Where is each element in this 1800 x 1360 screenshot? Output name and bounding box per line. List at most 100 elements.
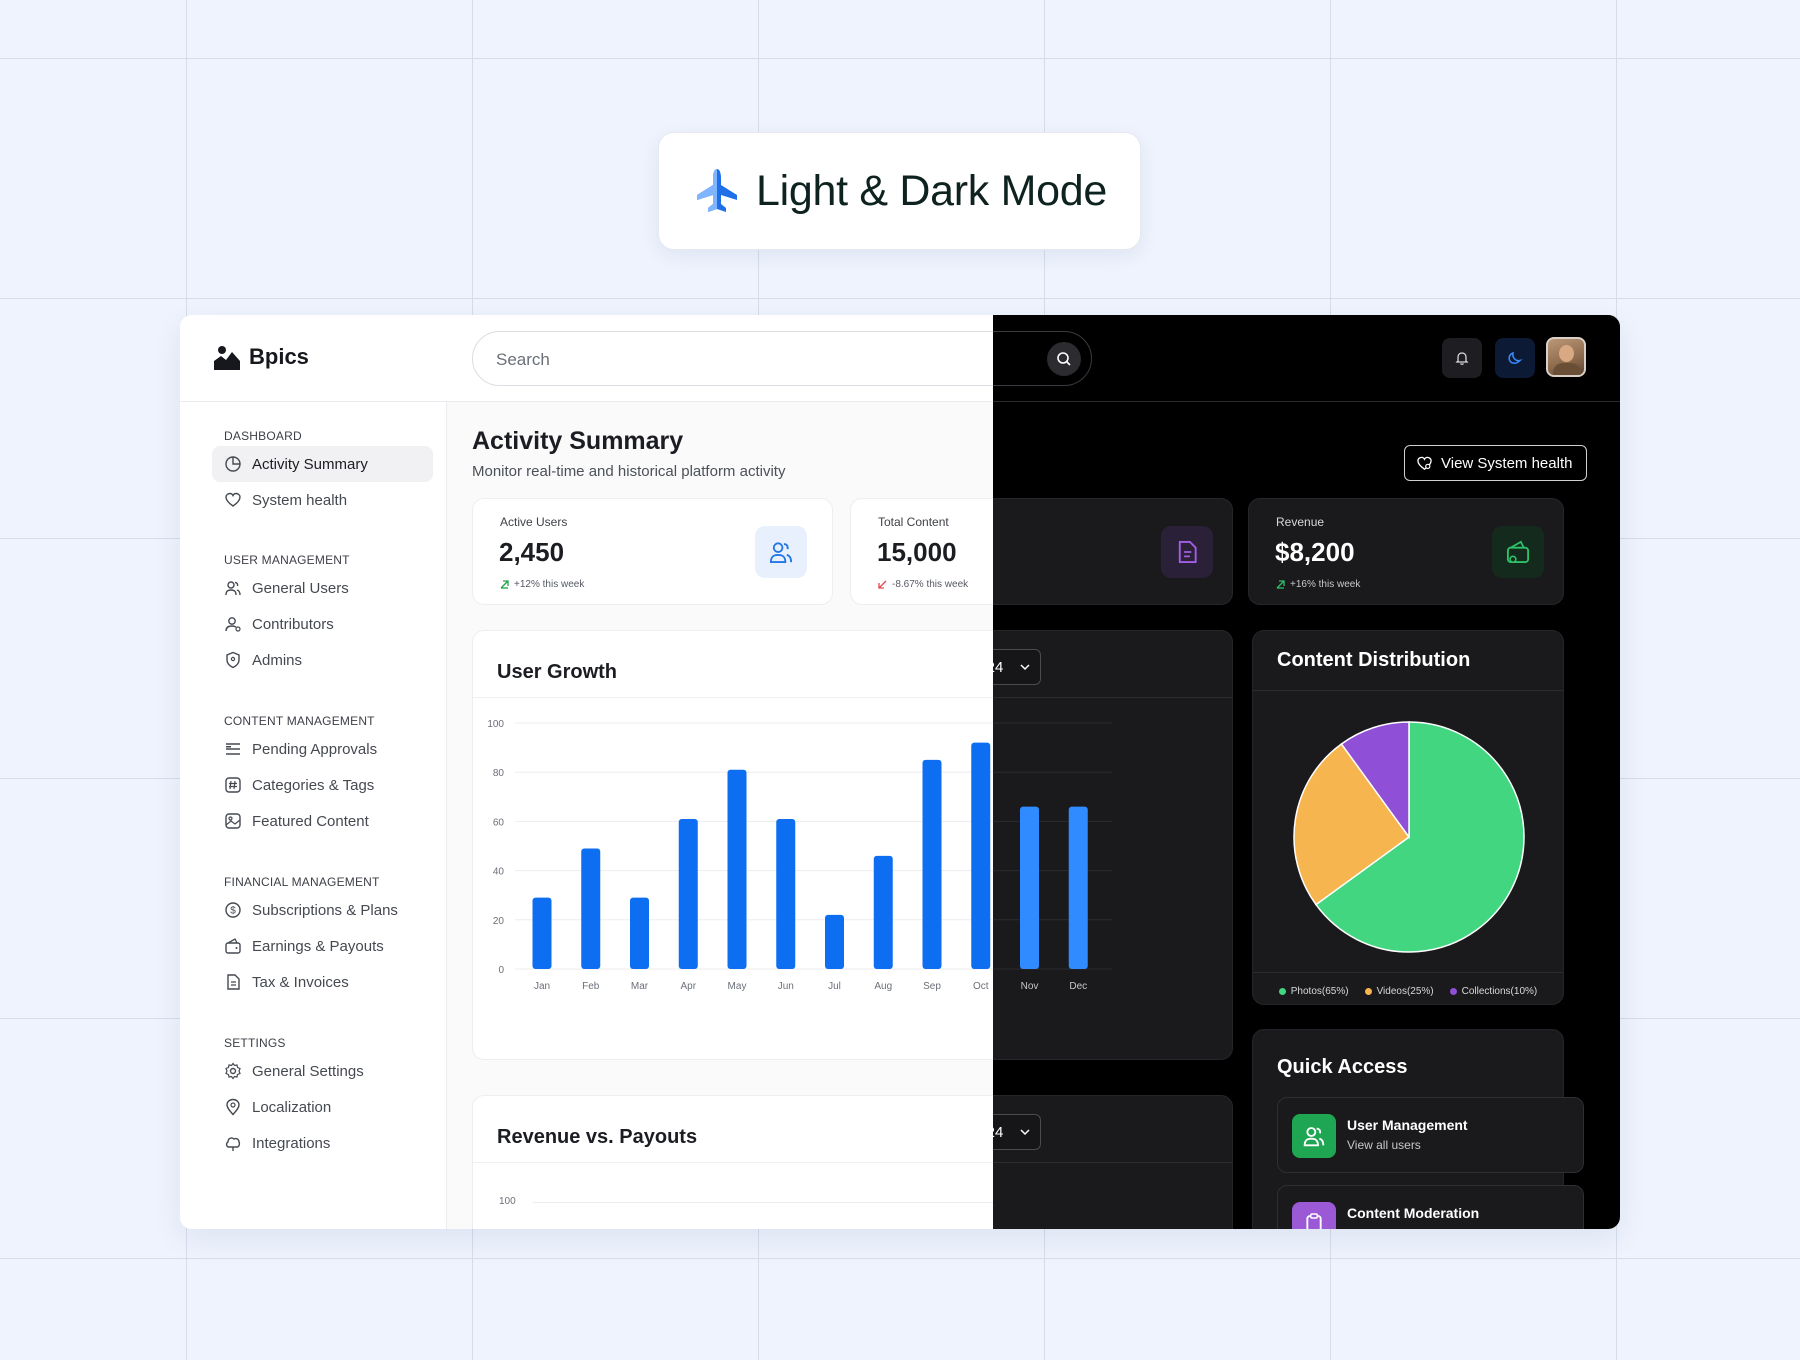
title-badge: Light & Dark Mode — [658, 132, 1141, 250]
gridline — [533, 1202, 993, 1203]
stat-label: Revenue — [1276, 515, 1325, 529]
quick-access-card: Quick Access User Management View all us… — [1252, 1029, 1584, 1229]
card-divider — [993, 1162, 1232, 1163]
search-button[interactable] — [1047, 342, 1081, 376]
sidebar-item-pending-approvals[interactable]: Pending Approvals — [212, 731, 433, 767]
revenue-payouts-card-dark: 2024 — [993, 1095, 1233, 1229]
sidebar-item-admins[interactable]: Admins — [212, 642, 433, 678]
stat-card-revenue: Revenue $8,200 +16% this week — [1248, 498, 1564, 605]
pie-chart — [1293, 721, 1525, 953]
legend-item-photos: Photos(65%) — [1278, 986, 1349, 997]
view-system-health-label: View System health — [1441, 454, 1573, 472]
year-select[interactable]: 2024 — [993, 1114, 1041, 1150]
sidebar-item-label: General Users — [252, 579, 349, 597]
card-title: Revenue vs. Payouts — [497, 1126, 698, 1148]
wallet-icon — [1492, 526, 1544, 578]
bar-jun — [776, 818, 796, 969]
stat-card-active-users: Active Users 2,450 +12% this week — [472, 498, 833, 605]
page-title: Activity Summary — [472, 427, 684, 455]
bell-icon — [1455, 352, 1469, 365]
bar-jul — [825, 914, 844, 969]
svg-text:$: $ — [230, 906, 236, 917]
search-icon — [1057, 352, 1071, 366]
bar-aug — [873, 855, 893, 969]
legend-swatch — [1449, 988, 1457, 995]
pie-slice-collections — [1340, 721, 1410, 840]
stat-value: $8,200 — [1275, 537, 1355, 567]
theme-toggle-button[interactable] — [1495, 338, 1535, 378]
sidebar-item-subscriptions-plans[interactable]: $ Subscriptions & Plans — [212, 892, 433, 928]
sidebar-item-activity-summary[interactable]: Activity Summary — [212, 446, 433, 482]
revenue-payouts-card: Revenue vs. Payouts 100 — [472, 1095, 993, 1229]
card-divider — [1253, 690, 1563, 691]
x-tick-label: Sep — [923, 981, 941, 992]
list-icon — [226, 743, 240, 755]
sidebar-item-system-health[interactable]: System health — [212, 482, 433, 518]
stat-value: 2,450 — [499, 537, 565, 567]
search-bar[interactable]: Search — [472, 331, 993, 386]
trend-up-icon — [500, 580, 509, 589]
x-tick-label: Apr — [680, 981, 696, 992]
users-icon — [1292, 1114, 1336, 1158]
sidebar-section-content-management: CONTENT MANAGEMENT — [224, 714, 375, 728]
sidebar-item-general-users[interactable]: General Users — [212, 570, 433, 606]
image-icon — [225, 813, 241, 829]
wallet-icon — [225, 938, 241, 954]
stat-delta-text: +12% this week — [514, 579, 585, 590]
sidebar-item-localization[interactable]: Localization — [212, 1089, 433, 1125]
y-tick-label: 80 — [493, 768, 505, 779]
y-tick-label: 100 — [499, 1196, 516, 1207]
app-window: Bpics Search DASHBOARD Activity Summary … — [180, 315, 1620, 1229]
year-select-value: 2024 — [993, 1123, 1004, 1141]
search-bar-dark[interactable] — [993, 331, 1092, 386]
quick-access-title: Content Moderation — [1347, 1205, 1480, 1221]
sidebar-item-general-settings[interactable]: General Settings — [212, 1053, 433, 1089]
sidebar-section-settings: SETTINGS — [224, 1036, 286, 1050]
sidebar-item-label: Categories & Tags — [252, 776, 375, 794]
sidebar-item-label: Earnings & Payouts — [252, 937, 384, 955]
bar-feb — [581, 848, 601, 969]
quick-access-content-moderation[interactable]: Content Moderation — [1277, 1185, 1584, 1229]
legend-label: Videos(25%) — [1376, 986, 1434, 997]
notifications-button[interactable] — [1442, 338, 1482, 378]
quick-access-subtitle: View all users — [1347, 1138, 1421, 1152]
year-select[interactable]: 2024 — [993, 649, 1041, 685]
x-tick-label: Aug — [874, 981, 892, 992]
stat-delta: -8.67% this week — [878, 579, 968, 590]
view-system-health-button[interactable]: View System health — [1404, 445, 1587, 481]
avatar[interactable] — [1546, 337, 1586, 377]
sidebar-item-categories-tags[interactable]: Categories & Tags — [212, 767, 433, 803]
bar-mar — [630, 897, 649, 969]
quick-access-user-management[interactable]: User Management View all users — [1277, 1097, 1584, 1173]
hash-icon — [225, 777, 241, 793]
chevron-down-icon — [1020, 664, 1030, 671]
logo[interactable]: Bpics — [213, 343, 309, 371]
sidebar-item-label: Pending Approvals — [252, 740, 378, 758]
airplane-icon — [696, 169, 737, 212]
shield-icon — [226, 651, 240, 669]
quick-access-title: User Management — [1347, 1117, 1468, 1133]
bar-sep — [922, 759, 942, 969]
sidebar-item-earnings-payouts[interactable]: Earnings & Payouts — [212, 928, 433, 964]
document-icon — [227, 974, 240, 990]
sidebar-item-tax-invoices[interactable]: Tax & Invoices — [212, 964, 433, 1000]
sidebar-item-featured-content[interactable]: Featured Content — [212, 803, 433, 839]
x-tick-label: Oct — [973, 981, 989, 992]
content-distribution-card: Content Distribution Photos(65%) Videos(… — [1252, 630, 1564, 1005]
plug-icon — [225, 1137, 241, 1151]
x-tick-label: Feb — [582, 981, 600, 992]
sidebar-section-user-management: USER MANAGEMENT — [224, 553, 350, 567]
sidebar-item-label: Integrations — [252, 1134, 331, 1152]
sidebar-section-financial-management: FINANCIAL MANAGEMENT — [224, 875, 380, 889]
heart-icon — [225, 492, 241, 507]
sidebar-item-integrations[interactable]: Integrations — [212, 1125, 433, 1161]
stat-value: 15,000 — [877, 537, 957, 567]
badge-title: Light & Dark Mode — [755, 166, 1107, 215]
sidebar-item-label: General Settings — [252, 1062, 364, 1080]
sidebar-item-label: Admins — [252, 651, 303, 669]
x-tick-label: Mar — [631, 981, 649, 992]
search-input[interactable]: Search — [496, 350, 550, 369]
chevron-down-icon — [1020, 1129, 1030, 1136]
sidebar-item-contributors[interactable]: Contributors — [212, 606, 433, 642]
card-title: Quick Access — [1277, 1056, 1408, 1078]
